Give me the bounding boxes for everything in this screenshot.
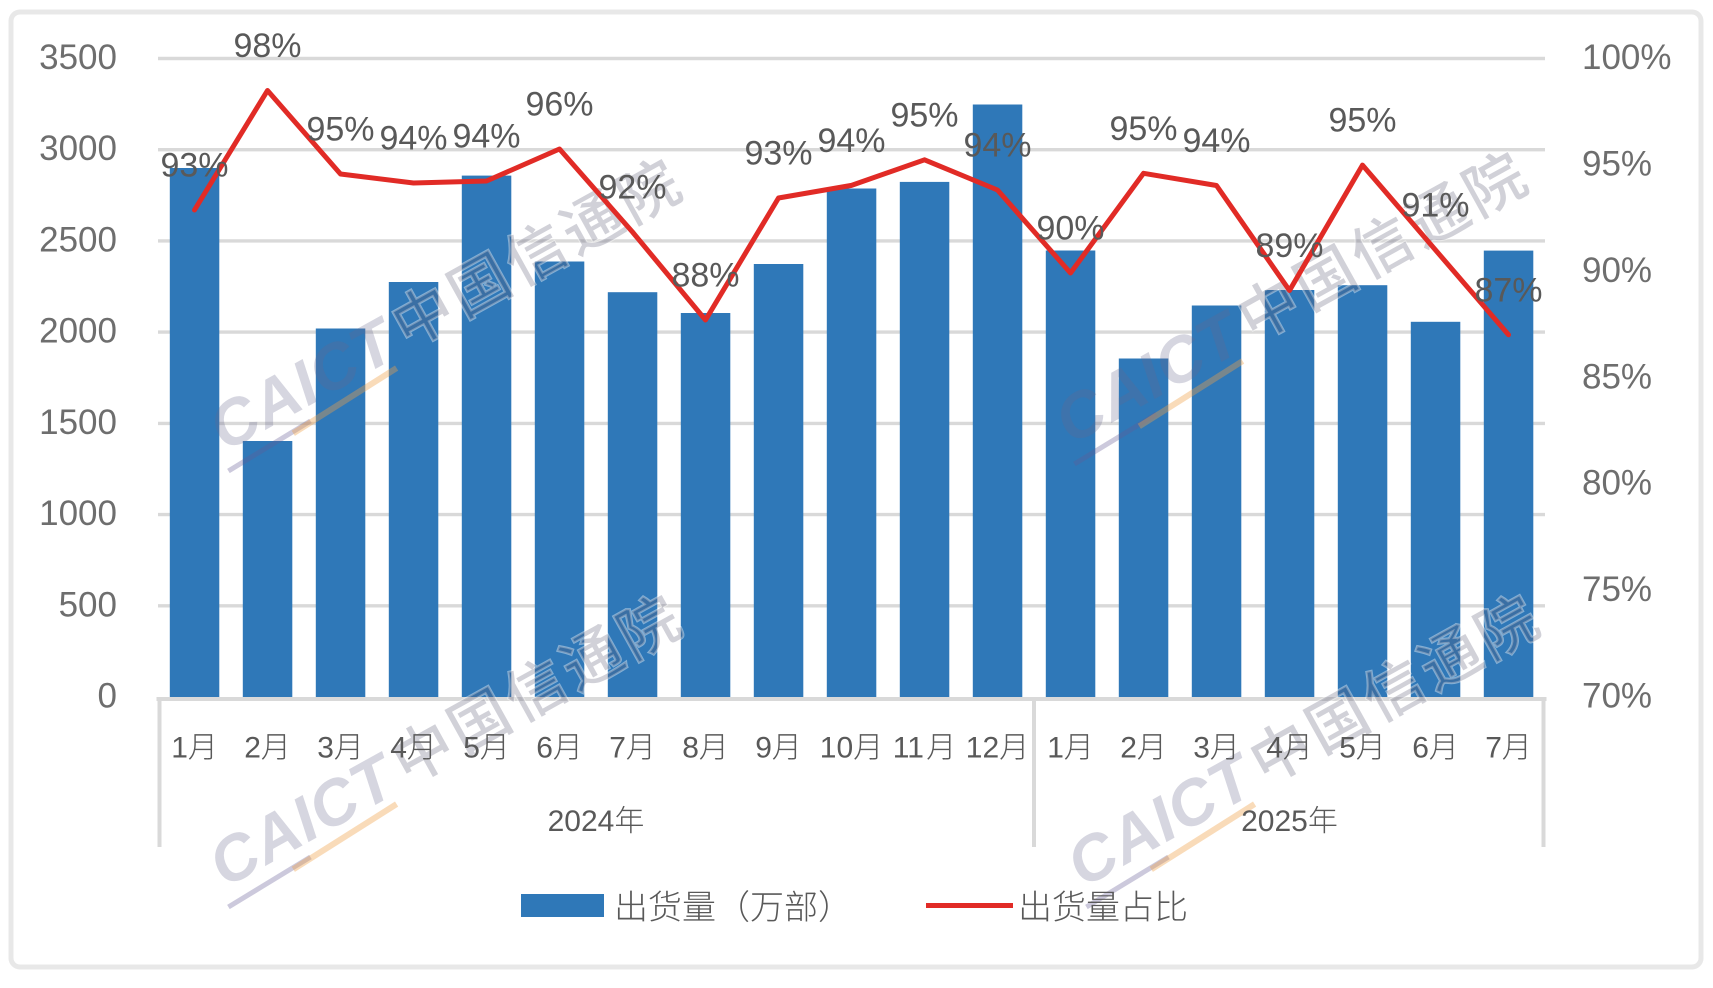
svg-text:6: 6 — [536, 732, 553, 765]
svg-text:2: 2 — [1120, 732, 1137, 765]
svg-text:1500: 1500 — [39, 403, 117, 442]
svg-text:90%: 90% — [1036, 210, 1104, 248]
svg-text:94%: 94% — [963, 127, 1031, 165]
svg-text:80%: 80% — [1582, 464, 1652, 503]
svg-text:5: 5 — [1339, 732, 1356, 765]
svg-text:94%: 94% — [452, 118, 520, 156]
svg-text:93%: 93% — [744, 135, 812, 173]
svg-text:6: 6 — [1412, 732, 1429, 765]
svg-text:95%: 95% — [1328, 102, 1396, 140]
svg-text:92%: 92% — [598, 169, 666, 207]
svg-text:500: 500 — [59, 585, 117, 624]
svg-text:11: 11 — [893, 732, 924, 765]
svg-text:90%: 90% — [1582, 251, 1652, 290]
svg-text:9: 9 — [755, 732, 772, 765]
svg-text:95%: 95% — [306, 111, 374, 149]
svg-text:2500: 2500 — [39, 220, 117, 259]
svg-text:95%: 95% — [890, 96, 958, 134]
svg-text:12: 12 — [966, 732, 999, 765]
svg-text:94%: 94% — [1182, 122, 1250, 160]
svg-text:2024: 2024 — [548, 805, 615, 838]
svg-text:100%: 100% — [1582, 38, 1672, 77]
svg-text:94%: 94% — [379, 120, 447, 158]
svg-text:2: 2 — [244, 732, 261, 765]
svg-text:98%: 98% — [233, 27, 301, 65]
svg-text:88%: 88% — [671, 257, 739, 295]
svg-text:94%: 94% — [817, 122, 885, 160]
svg-text:87%: 87% — [1474, 271, 1542, 309]
svg-text:1: 1 — [171, 732, 188, 765]
svg-text:91%: 91% — [1401, 187, 1469, 225]
svg-text:93%: 93% — [160, 147, 228, 185]
svg-text:85%: 85% — [1582, 357, 1652, 396]
svg-text:95%: 95% — [1582, 144, 1652, 183]
svg-text:1: 1 — [1047, 732, 1064, 765]
svg-text:95%: 95% — [1109, 110, 1177, 148]
svg-text:70%: 70% — [1582, 677, 1652, 716]
svg-text:2000: 2000 — [39, 312, 117, 351]
svg-text:8: 8 — [682, 732, 699, 765]
svg-text:7: 7 — [609, 732, 626, 765]
svg-text:3500: 3500 — [39, 38, 117, 77]
svg-text:4: 4 — [390, 732, 407, 765]
svg-text:0: 0 — [98, 677, 117, 716]
svg-text:4: 4 — [1266, 732, 1283, 765]
svg-text:1000: 1000 — [39, 494, 117, 533]
svg-text:3: 3 — [1193, 732, 1210, 765]
svg-text:3000: 3000 — [39, 129, 117, 168]
svg-text:7: 7 — [1485, 732, 1502, 765]
svg-text:75%: 75% — [1582, 570, 1652, 609]
svg-text:3: 3 — [317, 732, 334, 765]
svg-text:10: 10 — [820, 732, 853, 765]
svg-text:5: 5 — [463, 732, 480, 765]
svg-text:89%: 89% — [1255, 227, 1323, 265]
svg-text:2025: 2025 — [1241, 805, 1308, 838]
svg-text:96%: 96% — [525, 86, 593, 124]
